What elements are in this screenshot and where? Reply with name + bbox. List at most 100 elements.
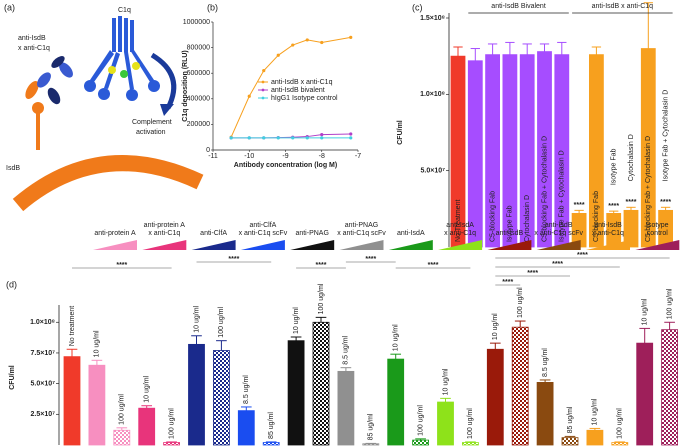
label: Complement — [132, 119, 172, 126]
category-label: No Treatment — [455, 200, 462, 242]
bar-label: 100 ug/ml — [617, 408, 624, 439]
legend-triangle — [438, 240, 483, 250]
point — [262, 69, 266, 73]
bar — [461, 442, 479, 446]
category-label: C5-blocking Fab — [593, 191, 600, 242]
series-line — [230, 36, 351, 138]
point — [276, 136, 280, 140]
legend-triangle — [635, 240, 680, 250]
legend-label: anti-IsdB — [594, 222, 622, 229]
bar — [312, 321, 330, 446]
y-tick-label: 5.0×10⁷ — [31, 380, 56, 387]
point — [349, 136, 353, 140]
category-label: Cytochalasin D — [524, 195, 531, 242]
bar-label: 100 ug/ml — [218, 306, 225, 337]
legend-marker — [261, 80, 265, 84]
significance: **** — [626, 199, 637, 206]
bar — [88, 364, 106, 446]
category-label: C5-blocking Fab — [489, 191, 496, 242]
legend-triangle — [586, 240, 630, 250]
bar — [467, 60, 483, 248]
point — [291, 43, 295, 47]
legend-label: anti-protein A — [94, 230, 136, 237]
group-label: anti-IsdB Bivalent — [491, 3, 546, 10]
bar — [113, 429, 131, 446]
legend-label: anti-protein A — [144, 222, 186, 229]
bar-label: 100 ug/ml — [168, 408, 175, 439]
point — [305, 38, 309, 42]
legend-label: x anti-C1q scFv — [239, 230, 288, 237]
significance: **** — [316, 262, 327, 269]
bar — [337, 370, 355, 446]
legend-label: x anti-C1q — [148, 230, 180, 237]
legend-triangle — [388, 240, 433, 250]
bar-label: 100 ug/ml — [119, 394, 126, 425]
category-label: Isotype Fab — [611, 148, 618, 185]
point — [305, 136, 309, 140]
x-tick-label: -8 — [319, 153, 325, 160]
bar-label: 8.5 ug/ml — [343, 335, 350, 364]
bar — [287, 340, 305, 446]
legend-label: x anti-C1q — [444, 230, 476, 237]
significance: **** — [552, 261, 563, 268]
legend-label: anti-ClfA — [249, 222, 276, 229]
significance: **** — [365, 256, 376, 263]
significance: **** — [428, 262, 439, 269]
y-tick-label: 5.0×10⁷ — [421, 168, 446, 175]
bar-label: 100 ug/ml — [517, 287, 524, 318]
y-tick-label: 1.0×10⁸ — [30, 319, 55, 326]
legend-label: anti-IsdA — [397, 230, 425, 237]
bar-label: 8.5 ug/ml — [542, 348, 549, 377]
category-label: Cytochalasin D — [628, 134, 635, 181]
legend-label: x anti-C1q scFv — [534, 230, 583, 237]
bar-label: 10 ug/ml — [642, 298, 649, 325]
legend-label: hIgG1 Isotype control — [271, 95, 338, 102]
arrow-head — [160, 104, 174, 116]
label: x anti-C1q — [18, 45, 50, 52]
category-label: Isotype Fab — [507, 205, 514, 242]
y-axis-label: CFU/ml — [9, 365, 16, 390]
legend-label: anti-IsdB bivalent — [271, 87, 325, 94]
label: IsdB — [6, 165, 20, 172]
legend-label: anti-PNAG — [345, 222, 378, 229]
bar — [412, 439, 430, 446]
bar — [212, 350, 230, 446]
bar — [636, 342, 654, 446]
bar — [486, 348, 504, 446]
bar — [163, 442, 181, 446]
legend-triangle — [339, 240, 384, 250]
legend-marker — [261, 96, 265, 100]
point — [349, 132, 353, 136]
bar-label: 100 ug/ml — [318, 283, 325, 314]
point — [247, 94, 251, 98]
x-tick-label: -11 — [208, 153, 218, 160]
antibody-arm — [37, 72, 51, 88]
bar-label: 85 ug/ml — [268, 412, 275, 439]
y-tick-label: 0 — [206, 147, 210, 154]
bar — [561, 437, 579, 446]
bar — [262, 442, 280, 446]
bar — [536, 382, 554, 446]
legend-triangle — [290, 240, 335, 250]
legend-triangle — [191, 240, 236, 250]
bar-label: 10 ug/ml — [144, 375, 151, 402]
category-label: C5-blocking Fab + Cytochalasin D — [645, 136, 652, 242]
point — [262, 136, 266, 140]
antibody-arm — [51, 56, 65, 68]
point — [320, 40, 324, 45]
panel-label: (c) — [412, 2, 423, 12]
y-axis-label: C1q deposition (RLU) — [182, 50, 189, 122]
category-label: C5-blocking Fab + Cytochalasin D — [541, 136, 548, 242]
x-axis-label: Antibody concentration (log M) — [234, 162, 337, 169]
bar-label: 10 ug/ml — [193, 305, 200, 332]
group-label: anti-IsdB x anti-C1q — [592, 3, 654, 10]
bar — [611, 442, 629, 446]
legend-label: anti-ClfA — [200, 230, 227, 237]
bar-label: 100 ug/ml — [417, 405, 424, 436]
panel-label: (b) — [207, 2, 218, 12]
significance: **** — [660, 199, 671, 206]
point — [320, 136, 324, 140]
x-tick-label: -9 — [282, 153, 288, 160]
diagram: (a) IsdB anti-IsdB x anti-C1q C1q Comple… — [4, 2, 204, 212]
legend-label: anti-IsdB — [545, 222, 573, 229]
